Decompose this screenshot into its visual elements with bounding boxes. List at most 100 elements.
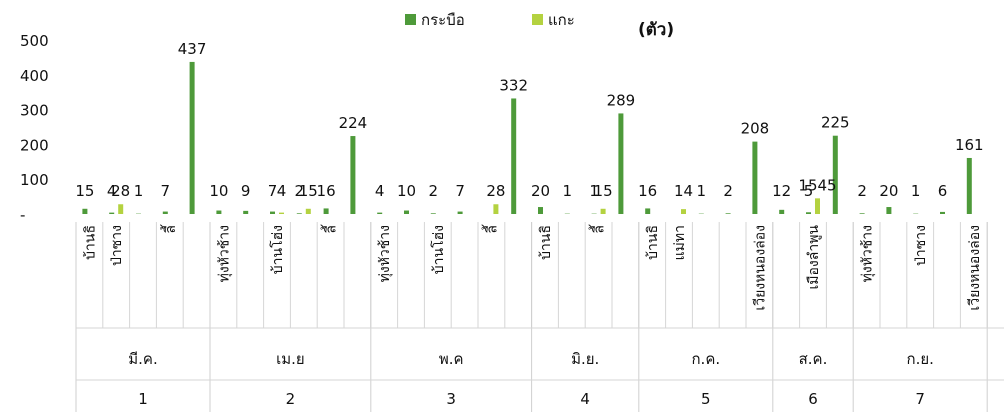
data-label: 15 [75, 182, 94, 200]
data-label: 10 [397, 182, 416, 200]
data-label: 7 [161, 182, 171, 200]
bar-buffalo [162, 211, 168, 214]
group-number-label: 1 [138, 390, 148, 408]
data-label: 20 [879, 182, 898, 200]
bar-buffalo [216, 210, 222, 214]
category-label: ป่าซาง [109, 225, 125, 266]
bar-buffalo [404, 210, 409, 214]
category-label: บ้านโฮ่ง [430, 225, 447, 274]
bar-sheep [305, 208, 311, 214]
bar-buffalo [859, 213, 865, 214]
category-label: ทุ่งหัวช้าง [216, 225, 232, 282]
data-label: 1 [563, 182, 573, 200]
group-number-label: 5 [701, 390, 711, 408]
data-label: 208 [741, 120, 770, 138]
data-label: 289 [607, 91, 636, 109]
bar-sheep [815, 198, 820, 214]
month-label: ก.ย. [906, 350, 933, 368]
data-label: 5 [804, 182, 814, 200]
bars [82, 61, 972, 215]
data-label: 1 [911, 182, 921, 200]
data-label: 1 [134, 182, 144, 200]
bar-buffalo [511, 98, 517, 214]
category-label: แม่ทา [672, 225, 688, 260]
category-label: ลี้ [321, 224, 340, 234]
data-label: 332 [499, 76, 528, 94]
month-label: ส.ค. [799, 350, 828, 368]
data-label: 1 [697, 182, 707, 200]
bar-sheep [681, 209, 686, 214]
group-number-label: 2 [286, 390, 296, 408]
data-label: 15 [299, 182, 318, 200]
bar-buffalo [940, 211, 945, 214]
category-label: ลี้ [589, 224, 608, 234]
legend: กระบือ แกะ [405, 11, 575, 29]
data-label: 7 [268, 182, 278, 200]
bar-buffalo [243, 210, 249, 214]
data-label: 28 [111, 182, 130, 200]
data-label: 437 [178, 40, 207, 58]
bar-buffalo [82, 208, 88, 214]
data-label: 1 [589, 182, 599, 200]
legend-swatch-sheep [532, 14, 543, 25]
legend-label-buffalo: กระบือ [421, 11, 465, 29]
bar-buffalo [296, 213, 302, 214]
group-number-label: 3 [446, 390, 456, 408]
bar-buffalo [538, 207, 543, 214]
category-label: บ้านธิ [82, 225, 98, 260]
y-tick-label: 100 [20, 171, 49, 189]
bar-buffalo [377, 212, 383, 214]
month-label: มิ.ย. [571, 350, 599, 368]
group-number-label: 6 [808, 390, 818, 408]
data-label: 6 [938, 182, 948, 200]
bar-buffalo [886, 207, 892, 214]
data-label: 161 [955, 136, 984, 154]
bar-buffalo [966, 157, 972, 214]
bar-buffalo [779, 209, 785, 214]
data-label: 15 [594, 182, 613, 200]
month-label: เม.ย [276, 350, 305, 368]
legend-swatch-buffalo [405, 14, 416, 25]
bar-buffalo [323, 208, 329, 214]
category-label: เวียงหนองล่อง [967, 225, 983, 311]
bar-buffalo [806, 212, 811, 214]
bar-sheep [279, 212, 284, 214]
y-tick-label: 200 [20, 136, 49, 154]
data-label: 12 [772, 182, 791, 200]
data-label: 20 [531, 182, 550, 200]
bar-buffalo [457, 211, 463, 214]
y-axis: - 100 200 300 400 500 [20, 32, 49, 224]
bar-sheep [600, 208, 606, 214]
month-label: ก.ค. [691, 350, 720, 368]
x-axis: มี.ค. 1 เม.ย 2 พ.ค 3 มิ.ย. 4 ก.ค. 5 ส.ค. 6 ก.ย. 7 บ้าน… [75, 222, 1004, 412]
data-label: 9 [241, 182, 251, 200]
data-label: 2 [723, 182, 733, 200]
bar-buffalo [270, 211, 275, 214]
bar-buffalo [109, 212, 115, 214]
bar-buffalo [618, 113, 624, 214]
group-number-label: 4 [580, 390, 590, 408]
y-tick-label: - [20, 206, 25, 224]
bar-buffalo [725, 213, 731, 214]
bar-buffalo [832, 135, 838, 214]
category-label: ทุ่งหัวช้าง [377, 225, 393, 282]
category-label: ลี้ [160, 224, 179, 234]
bar-buffalo [752, 141, 758, 214]
data-label: 14 [674, 182, 693, 200]
bar-buffalo [189, 61, 195, 215]
data-label: 16 [638, 182, 657, 200]
data-label: 4 [375, 182, 385, 200]
bar-buffalo [430, 213, 436, 214]
category-label: ป่าซาง [913, 225, 929, 266]
group-number-label: 7 [915, 390, 925, 408]
data-label: 4 [107, 182, 117, 200]
data-label: 28 [486, 182, 505, 200]
category-label: เมืองลำพูน [806, 225, 822, 290]
bar-buffalo [350, 136, 356, 214]
data-label: 10 [209, 182, 228, 200]
category-label: บ้านโฮ่ง [269, 225, 286, 274]
data-label: 225 [821, 114, 850, 132]
bar-sheep [118, 204, 124, 214]
month-label: มี.ค. [128, 350, 157, 368]
